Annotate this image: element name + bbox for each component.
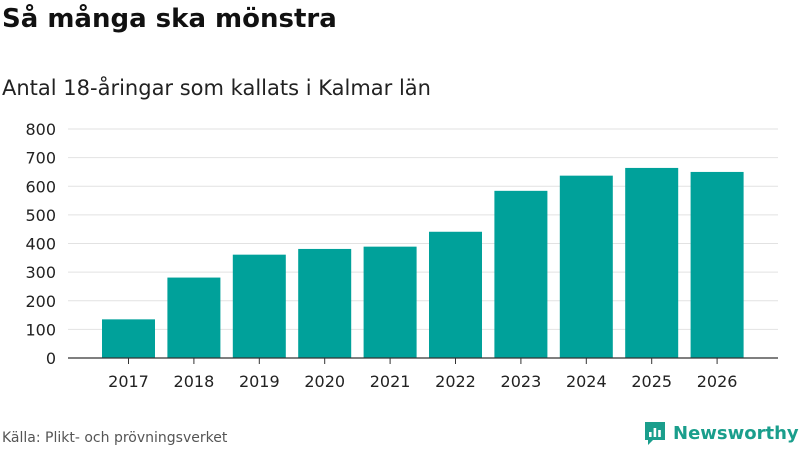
x-tick-label: 2017	[108, 372, 149, 391]
y-tick-label: 800	[25, 120, 56, 139]
bar	[167, 277, 221, 358]
y-tick-label: 500	[25, 206, 56, 225]
bar	[625, 167, 679, 358]
x-tick-label: 2025	[631, 372, 672, 391]
bar	[102, 319, 155, 358]
newsworthy-logo: Newsworthy	[643, 419, 799, 447]
y-tick-label: 700	[25, 149, 56, 168]
y-tick-label: 100	[25, 320, 56, 339]
x-tick-label: 2021	[370, 372, 411, 391]
y-tick-label: 0	[46, 349, 56, 368]
x-tick-label: 2022	[435, 372, 476, 391]
bar	[363, 246, 417, 358]
bar	[559, 175, 613, 358]
bar	[298, 248, 352, 358]
chart-subtitle: Antal 18-åringar som kallats i Kalmar lä…	[2, 76, 431, 100]
y-tick-label: 200	[25, 292, 56, 311]
x-tick-label: 2019	[239, 372, 280, 391]
x-tick-label: 2018	[174, 372, 215, 391]
source-note: Källa: Plikt- och prövningsverket	[2, 430, 228, 446]
y-tick-label: 600	[25, 177, 56, 196]
bar	[494, 190, 548, 358]
bar	[690, 171, 744, 358]
bar-chart-bubble-icon	[645, 422, 665, 445]
x-tick-label: 2020	[304, 372, 345, 391]
x-tick-label: 2026	[697, 372, 738, 391]
brand-name: Newsworthy	[673, 422, 799, 444]
chart-title: Så många ska mönstra	[2, 4, 337, 34]
x-tick-label: 2024	[566, 372, 607, 391]
bar	[429, 231, 482, 358]
bar	[232, 254, 286, 358]
y-tick-label: 300	[25, 263, 56, 282]
x-tick-label: 2023	[501, 372, 542, 391]
y-tick-label: 400	[25, 235, 56, 254]
